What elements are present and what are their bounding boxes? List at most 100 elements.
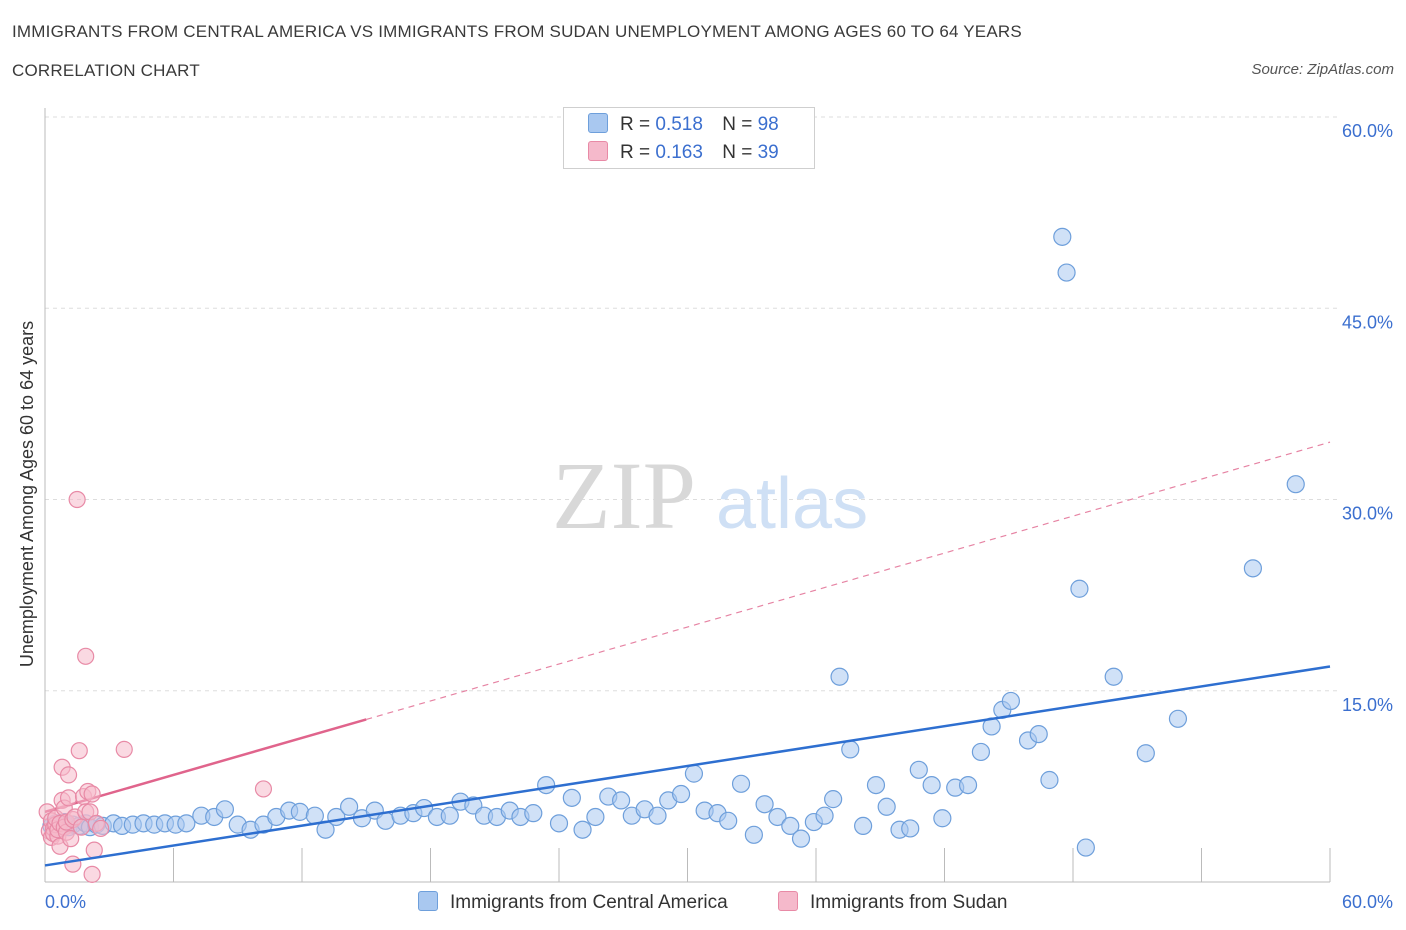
blue-data-point bbox=[830, 667, 849, 686]
x-tick-label: 0.0% bbox=[45, 892, 86, 912]
blue-data-point bbox=[1057, 263, 1076, 282]
chart-title: IMMIGRANTS FROM CENTRAL AMERICA VS IMMIG… bbox=[12, 22, 1022, 41]
y-tick-label: 45.0% bbox=[1342, 312, 1393, 332]
y-tick-label: 30.0% bbox=[1342, 504, 1393, 524]
y-tick-label: 60.0% bbox=[1342, 121, 1393, 141]
blue-data-point bbox=[612, 791, 631, 810]
x-tick-label: 60.0% bbox=[1342, 892, 1393, 912]
blue-data-point bbox=[909, 760, 928, 779]
pink-data-point bbox=[70, 742, 88, 760]
blue-data-point bbox=[877, 797, 896, 816]
x-axis-ticks bbox=[173, 848, 1331, 882]
pink-data-point bbox=[59, 766, 78, 784]
blue-data-point bbox=[958, 775, 978, 795]
pink-data-point bbox=[64, 855, 82, 873]
blue-data-point bbox=[971, 742, 991, 762]
blue-trend-segment bbox=[44, 665, 1331, 867]
y-axis-tick-labels: 15.0% 30.0% 45.0% 60.0% bbox=[1342, 121, 1393, 715]
legend-swatch-pink bbox=[588, 141, 608, 161]
bottom-legend-swatch-blue bbox=[418, 891, 438, 911]
blue-data-point bbox=[1029, 724, 1048, 744]
y-axis-title: Unemployment Among Ages 60 to 64 years bbox=[17, 321, 37, 667]
blue-data-point bbox=[1076, 838, 1095, 857]
blue-data-point bbox=[586, 807, 605, 827]
bottom-legend-label: Immigrants from Central America bbox=[450, 892, 728, 913]
bottom-legend-central-america: Immigrants from Central America bbox=[418, 891, 728, 914]
blue-data-point bbox=[537, 775, 556, 795]
pink-data-point bbox=[115, 740, 133, 759]
pink-data-point bbox=[83, 785, 101, 803]
bottom-legend-label: Immigrants from Sudan bbox=[810, 892, 1008, 913]
blue-data-point bbox=[791, 829, 811, 848]
legend-r-label: R = bbox=[620, 114, 651, 135]
blue-data-point bbox=[744, 825, 763, 844]
legend-n-label: N = bbox=[722, 114, 753, 135]
blue-data-point bbox=[340, 797, 359, 816]
legend: R = 0.518 N = 98 R = 0.163 N = 39 bbox=[563, 107, 815, 169]
chart-subtitle: CORRELATION CHART bbox=[12, 61, 200, 80]
blue-data-point bbox=[922, 775, 941, 795]
pink-data-point bbox=[62, 830, 80, 848]
legend-r-label: R = bbox=[620, 142, 651, 163]
pink-trend-dashed bbox=[366, 441, 1331, 721]
pink-data-point bbox=[59, 789, 78, 807]
legend-r-value: 0.518 bbox=[655, 114, 703, 135]
legend-swatch-blue bbox=[588, 113, 608, 133]
watermark-zip: ZIP bbox=[552, 442, 696, 549]
blue-points bbox=[42, 227, 1305, 857]
blue-data-point bbox=[562, 788, 581, 807]
pink-data-point bbox=[83, 865, 101, 883]
blue-data-point bbox=[290, 802, 309, 821]
blue-data-point bbox=[1104, 667, 1123, 686]
blue-data-point bbox=[671, 784, 691, 804]
blue-data-point bbox=[866, 775, 886, 795]
legend-row-sudan: R = 0.163 N = 39 bbox=[588, 141, 779, 165]
blue-data-point bbox=[731, 774, 751, 793]
pink-data-point bbox=[92, 819, 110, 838]
blue-data-point bbox=[719, 811, 738, 830]
gridlines bbox=[45, 116, 1340, 692]
legend-n-value: 39 bbox=[757, 142, 779, 163]
blue-data-point bbox=[684, 764, 704, 783]
blue-data-point bbox=[901, 819, 920, 838]
blue-data-point bbox=[573, 820, 592, 839]
x-axis-tick-labels: 0.0% 60.0% bbox=[45, 892, 1393, 912]
blue-data-point bbox=[177, 814, 196, 833]
blue-data-point bbox=[854, 816, 873, 836]
blue-data-point bbox=[648, 806, 667, 825]
blue-data-point bbox=[440, 806, 459, 825]
blue-data-point bbox=[933, 809, 952, 828]
pink-data-point bbox=[68, 490, 86, 509]
watermark-atlas: atlas bbox=[716, 464, 868, 544]
blue-data-point bbox=[1070, 579, 1089, 598]
legend-r-value: 0.163 bbox=[655, 142, 703, 163]
blue-data-point bbox=[768, 807, 787, 827]
blue-data-point bbox=[1243, 559, 1263, 578]
pink-data-point bbox=[254, 780, 273, 798]
legend-row-central-america: R = 0.518 N = 98 bbox=[588, 113, 779, 137]
blue-data-point bbox=[841, 740, 860, 759]
blue-data-point bbox=[215, 800, 234, 819]
pink-points bbox=[38, 490, 273, 883]
pink-data-point bbox=[72, 818, 91, 836]
pink-data-point bbox=[77, 647, 95, 665]
watermark: ZIP atlas bbox=[552, 442, 868, 549]
bottom-legend-swatch-pink bbox=[778, 891, 798, 911]
blue-data-point bbox=[1286, 475, 1305, 494]
blue-data-point bbox=[1040, 770, 1059, 790]
blue-data-point bbox=[549, 814, 569, 833]
blue-data-point bbox=[524, 804, 543, 823]
blue-data-point bbox=[755, 795, 774, 814]
source-label: Source: ZipAtlas.com bbox=[1251, 61, 1394, 78]
bottom-legend-sudan: Immigrants from Sudan bbox=[778, 891, 1007, 914]
legend-n-label: N = bbox=[722, 142, 753, 163]
blue-data-point bbox=[1136, 744, 1155, 763]
blue-data-point bbox=[1001, 691, 1020, 711]
blue-trend-line bbox=[44, 665, 1331, 867]
legend-n-value: 98 bbox=[757, 114, 779, 135]
blue-data-point bbox=[781, 816, 800, 836]
blue-data-point bbox=[824, 790, 843, 809]
blue-data-point bbox=[1053, 227, 1072, 246]
y-tick-label: 15.0% bbox=[1342, 695, 1393, 715]
